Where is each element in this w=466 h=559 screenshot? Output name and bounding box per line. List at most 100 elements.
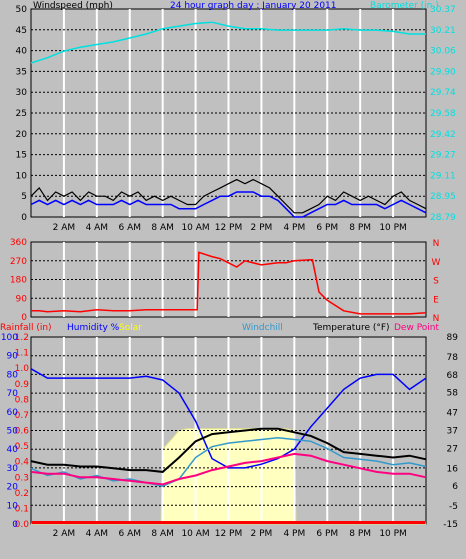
humidity-tick-70: 70: [7, 389, 19, 399]
x-tick-8-pm: 8 PM: [349, 223, 371, 233]
windspeed-tick-0: 0: [21, 213, 27, 223]
rainfall-axis: 0.0 0.1 0.2 0.3 0.4 0.5 0.6 0.7 0.8 0.9 1.0 1.1 1.2: [15, 333, 30, 530]
barometer-tick-28-79: 28.79: [430, 213, 456, 223]
rain-tick-1-1: 1.1: [15, 349, 29, 359]
humidity-tick-90: 90: [7, 352, 19, 362]
panel3-series: [30, 368, 427, 524]
temp-tick-89: 89: [447, 333, 459, 343]
temperature-axis: -15 -5 6 16 27 37 47 58 68 78 89: [443, 333, 458, 530]
x-tick-10-pm: 10 PM: [379, 529, 407, 539]
rain-tick-1-2: 1.2: [15, 333, 29, 343]
windspeed-barometer-panel: 0 5 10 15 20 25 30 35 40 45 50 28.79 28.95 29.11 29.2…: [16, 1, 456, 233]
temp-tick-47: 47: [447, 409, 458, 419]
rain-tick-1-0: 1.0: [15, 364, 30, 374]
temperature-line: [30, 427, 427, 473]
rainfall-baseline: [32, 521, 425, 524]
wind-gust-line: [30, 191, 427, 218]
x-tick-6-pm: 6 PM: [316, 529, 338, 539]
panel1-x-axis: 2 AM 4 AM 6 AM 8 AM 10 AM 12 PM 2 PM 4 PM 6 PM 8 …: [53, 223, 407, 233]
temp-tick-27: 27: [447, 444, 458, 454]
wind-direction-line: [31, 251, 427, 315]
rain-tick-0-2: 0.2: [15, 489, 29, 499]
humidity-tick-100: 100: [1, 333, 18, 343]
humidity-tick-40: 40: [7, 445, 19, 455]
x-tick-2-am: 2 AM: [53, 529, 76, 539]
barometer-tick-30-06: 30.06: [430, 47, 456, 57]
x-tick-10-pm: 10 PM: [379, 223, 407, 233]
windchill-line: [30, 436, 427, 487]
barometer-label: Barometer (in.): [370, 1, 439, 11]
legend-rainfall: Rainfall (in): [0, 323, 52, 333]
barometer-tick-29-58: 29.58: [430, 109, 456, 119]
legend-windchill: Windchill: [242, 323, 283, 333]
x-tick-2-pm: 2 PM: [251, 529, 273, 539]
windspeed-tick-15: 15: [16, 151, 27, 161]
barometer-tick-29-27: 29.27: [430, 151, 456, 161]
barometer-line: [30, 21, 426, 64]
barometer-tick-29-42: 29.42: [430, 130, 456, 140]
temp-tick-37: 37: [447, 427, 458, 437]
barometer-tick-29-90: 29.90: [430, 67, 456, 77]
rain-tick-0-8: 0.8: [15, 395, 30, 405]
rain-tick-0-3: 0.3: [15, 473, 29, 483]
rain-tick-0-1: 0.1: [15, 504, 29, 514]
temp-tick-5: -5: [449, 502, 458, 512]
x-tick-12-pm: 12 PM: [215, 223, 243, 233]
x-tick-8-am: 8 AM: [151, 529, 174, 539]
barometer-tick-28-95: 28.95: [430, 192, 456, 202]
direction-tick-270: 270: [10, 257, 27, 267]
humidity-tick-0: 0: [12, 520, 18, 530]
humidity-tick-10: 10: [7, 501, 19, 511]
windspeed-tick-30: 30: [16, 88, 28, 98]
dew-point-line: [30, 452, 427, 486]
x-tick-2-pm: 2 PM: [251, 223, 273, 233]
x-tick-12-pm: 12 PM: [215, 529, 243, 539]
temp-tick-68: 68: [447, 371, 459, 381]
rain-tick-0-4: 0.4: [15, 458, 30, 468]
barometer-tick-30-21: 30.21: [430, 26, 456, 36]
humidity-tick-30: 30: [7, 464, 19, 474]
x-tick-6-am: 6 AM: [118, 223, 141, 233]
rain-tick-0-6: 0.6: [15, 427, 30, 437]
rain-tick-0-7: 0.7: [15, 411, 29, 421]
x-tick-8-am: 8 AM: [151, 223, 174, 233]
chart-title: 24 hour graph day : January 20 2011: [170, 1, 337, 11]
windspeed-tick-25: 25: [16, 109, 27, 119]
x-tick-6-am: 6 AM: [118, 529, 141, 539]
rain-tick-0-5: 0.5: [15, 442, 29, 452]
barometer-tick-29-74: 29.74: [430, 88, 456, 98]
temp-tick-16: 16: [447, 464, 459, 474]
panel1-grid: [31, 9, 426, 217]
humidity-tick-20: 20: [7, 483, 19, 493]
x-tick-10-am: 10 AM: [181, 223, 209, 233]
panel1-series: [30, 21, 427, 218]
panel3-grid: [31, 337, 426, 524]
windspeed-tick-5: 5: [21, 192, 27, 202]
direction-tick-180: 180: [10, 276, 27, 286]
panel2-series: [31, 251, 427, 315]
barometer-tick-30-37: 30.37: [430, 5, 456, 15]
rain-tick-0-9: 0.9: [15, 380, 30, 390]
windspeed-tick-50: 50: [16, 5, 28, 15]
windspeed-tick-20: 20: [16, 130, 28, 140]
humidity-tick-50: 50: [7, 427, 19, 437]
legend-temperature: Temperature (°F): [312, 323, 390, 333]
rain-tick-0-0: 0.0: [15, 520, 30, 530]
temp-tick-58: 58: [447, 389, 459, 399]
direction-tick-0: 0: [21, 313, 27, 323]
compass-tick-3-w: W: [432, 258, 441, 268]
barometer-axis: 28.79 28.95 29.11 29.27 29.42 29.58 29.74 29.90…: [430, 5, 456, 223]
humidity-tick-60: 60: [7, 408, 19, 418]
legend-dew-point: Dew Point: [394, 323, 440, 333]
windspeed-tick-45: 45: [16, 26, 27, 36]
compass-tick-0-n: N: [433, 314, 440, 324]
wind-direction-degrees-axis: 0 90 180 270 360: [10, 238, 27, 323]
windspeed-tick-35: 35: [16, 67, 27, 77]
legend-humidity: Humidity %: [67, 323, 120, 333]
windspeed-label: Windspeed (mph): [33, 1, 113, 11]
direction-tick-90: 90: [16, 294, 28, 304]
